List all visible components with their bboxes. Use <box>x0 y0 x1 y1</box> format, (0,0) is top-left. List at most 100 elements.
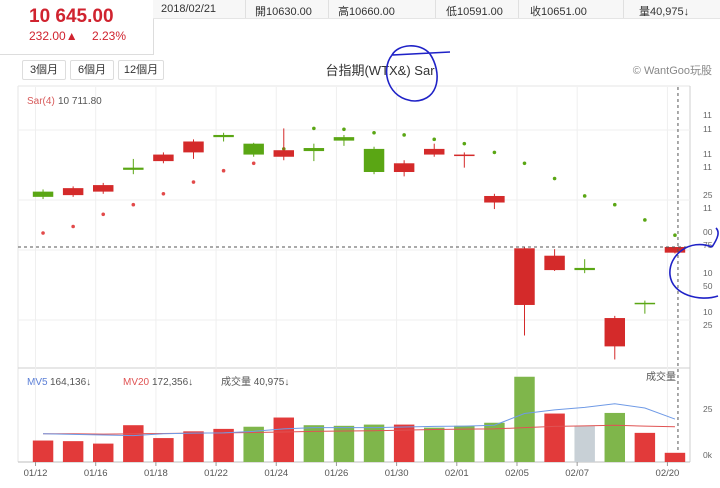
candle-body <box>454 154 475 157</box>
volume-bar <box>303 425 325 462</box>
sar-point <box>492 150 497 155</box>
ma5-line <box>43 403 676 437</box>
x-axis-label: 01/26 <box>325 468 349 479</box>
volume-bar <box>123 425 144 462</box>
sar-indicator-name: Sar(4) <box>27 96 55 107</box>
tab-6-months[interactable]: 6個月 <box>70 60 114 80</box>
candle-body <box>153 154 174 162</box>
candle-body <box>333 137 355 141</box>
sar-point <box>462 141 467 146</box>
volume-bar <box>664 452 686 462</box>
sar-point <box>161 192 166 196</box>
last-price: 10 645.00 <box>29 6 114 27</box>
price-axis-label: 50 <box>703 281 713 291</box>
volume-bar <box>423 427 445 462</box>
volume-bar <box>454 425 475 462</box>
volume-bar <box>604 412 626 462</box>
sar-point <box>221 168 226 173</box>
tab-3-months[interactable]: 3個月 <box>22 60 66 80</box>
annotation-circle-title <box>385 45 451 102</box>
brand-watermark: © WantGoo玩股 <box>632 65 712 77</box>
volume-bar <box>544 413 565 462</box>
volume-bar <box>32 440 54 462</box>
quote-header: 10 645.00 232.00▲ 2.23% 2018/02/21 開1063… <box>0 0 720 55</box>
chart-title: 台指期(WTX&) Sar <box>325 63 435 78</box>
sar-point <box>312 126 316 131</box>
ma20-value: 172,356↓ <box>152 377 193 388</box>
volume-bar <box>62 441 84 462</box>
price-axis-label: 11 <box>703 149 712 159</box>
sar-point <box>432 137 437 142</box>
x-axis-label: 01/18 <box>144 468 168 479</box>
tab-12-months[interactable]: 12個月 <box>118 60 164 80</box>
candle-body <box>183 141 204 153</box>
price-axis-label: 10 <box>703 307 713 317</box>
x-axis-label: 01/12 <box>24 468 48 479</box>
price-change: 232.00▲ <box>29 29 78 43</box>
close-value: 收10651.00 <box>530 6 587 18</box>
candle-body <box>514 248 535 305</box>
sar-point <box>251 161 256 166</box>
x-axis-label: 01/24 <box>264 468 288 479</box>
open-value: 開10630.00 <box>255 6 312 18</box>
price-axis-label: 11 <box>703 124 712 134</box>
ma20-label: MV20 <box>123 377 150 388</box>
volume-total: 成交量 40,975↓ <box>221 375 289 388</box>
candle-body <box>484 195 505 203</box>
candle-body <box>544 255 565 271</box>
x-axis-label: 02/01 <box>445 468 469 479</box>
price-summary: 10 645.00 232.00▲ 2.23% <box>0 0 154 55</box>
candle-body <box>123 167 144 170</box>
volume-panel-title: 成交量 <box>646 370 676 383</box>
candle-body <box>92 185 114 192</box>
x-axis-label: 02/05 <box>505 468 529 479</box>
candle-body <box>574 267 595 271</box>
sar-point <box>402 133 406 137</box>
ma5-value: 164,136↓ <box>50 377 91 388</box>
candle-body <box>213 134 234 138</box>
high-value: 高10660.00 <box>338 6 395 18</box>
volume-bar <box>634 432 656 462</box>
volume-bar <box>243 426 264 462</box>
sar-point <box>673 233 677 238</box>
price-axis-label: 10 <box>703 268 713 278</box>
candle-body <box>62 188 84 196</box>
price-axis-label: 11 <box>703 162 712 172</box>
price-axis-label: 25 <box>703 190 713 200</box>
volume-bar <box>92 443 114 462</box>
ma20-line <box>43 424 675 435</box>
volume-bar <box>363 424 385 462</box>
volume-bar <box>153 438 174 462</box>
volume-bar <box>393 424 415 462</box>
volume-bar <box>484 422 505 462</box>
sar-point <box>71 224 75 229</box>
volume-value: 量40,975↓ <box>639 6 690 18</box>
price-axis-label: 00 <box>703 227 713 237</box>
ohlc-stats-bar: 2018/02/21 開10630.00 高10660.00 低10591.00… <box>153 0 720 19</box>
candle-body <box>363 148 385 173</box>
price-change-percent: 2.23% <box>92 29 127 43</box>
volume-bar <box>213 428 234 462</box>
volume-bar <box>514 376 535 462</box>
sar-point <box>41 231 45 235</box>
candle-body <box>393 163 415 173</box>
volume-bar <box>273 417 295 462</box>
sar-indicator-value: 10 711.80 <box>58 96 102 107</box>
candle-body <box>423 148 445 155</box>
x-axis-label: 01/16 <box>84 468 108 479</box>
x-axis-label: 01/30 <box>385 468 409 479</box>
candle-body <box>604 318 626 347</box>
sar-point <box>552 176 557 181</box>
candle-body <box>273 150 295 157</box>
x-axis-label: 02/20 <box>656 468 680 479</box>
candle-body <box>664 246 686 253</box>
sar-point <box>131 202 136 207</box>
volume-axis-label: 0k <box>703 450 713 460</box>
sar-point <box>522 161 527 166</box>
sar-point <box>612 202 617 207</box>
candle-body <box>634 302 656 305</box>
volume-axis-label: 25 <box>703 404 713 414</box>
price-axis-label: 11 <box>703 110 712 120</box>
annotation-circle-price <box>669 227 719 299</box>
price-axis-label: 11 <box>703 203 712 213</box>
